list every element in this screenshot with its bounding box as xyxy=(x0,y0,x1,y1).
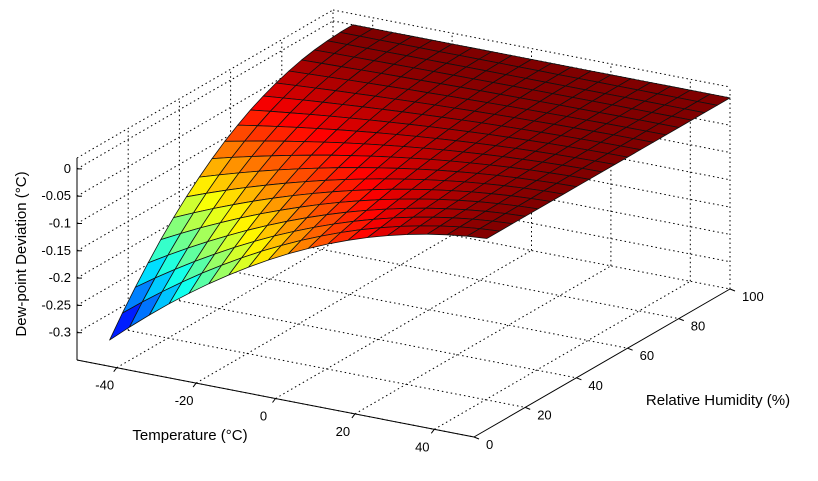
y-axis-line xyxy=(473,288,731,438)
x-tick-label: -40 xyxy=(95,378,114,393)
z-tick-label: -0.25 xyxy=(41,297,71,312)
z-tick-label: -0.3 xyxy=(49,325,71,340)
x-tick-label: 0 xyxy=(260,409,267,424)
y-tick xyxy=(627,347,633,351)
x-tick-label: -20 xyxy=(175,393,194,408)
x-tick xyxy=(351,413,356,419)
x-tick xyxy=(430,428,435,434)
floor-grid-line-humidity xyxy=(230,270,628,349)
y-tick-label: 40 xyxy=(588,378,602,393)
x-tick xyxy=(113,367,118,373)
surface-patch xyxy=(466,228,501,239)
y-tick xyxy=(473,436,480,440)
x-tick-label: 40 xyxy=(415,439,429,454)
surface-layer xyxy=(109,24,731,341)
y-tick-label: 100 xyxy=(742,289,764,304)
x-tick xyxy=(272,398,276,403)
axis-layer xyxy=(76,158,736,440)
z-tick-label: 0 xyxy=(64,161,71,176)
floor-grid-line-temperature xyxy=(275,250,532,399)
y-tick xyxy=(678,318,684,322)
y-tick xyxy=(576,377,582,381)
y-tick xyxy=(729,288,736,292)
z-axis-label: Dew-point Deviation (°C) xyxy=(13,171,30,336)
x-axis-label: Temperature (°C) xyxy=(132,427,247,444)
x-tick xyxy=(192,382,197,388)
z-tick-label: -0.1 xyxy=(49,216,71,231)
y-tick-label: 80 xyxy=(691,319,705,334)
z-tick-label: -0.05 xyxy=(41,188,71,203)
z-tick-label: -0.15 xyxy=(41,243,71,258)
z-tick-label: -0.2 xyxy=(49,270,71,285)
floor-grid-line-humidity xyxy=(281,241,679,320)
y-tick xyxy=(525,406,531,410)
y-axis-label: Relative Humidity (%) xyxy=(646,392,790,409)
y-tick-label: 60 xyxy=(640,348,654,363)
floor-grid-line-temperature xyxy=(354,265,612,415)
y-tick-label: 0 xyxy=(486,437,493,452)
tick-label-layer: -40 -20 0 20 40 0 20 40 60 80 100 0 -0.05 -0.1 -0.15 -0… xyxy=(41,161,763,454)
x-tick-label: 20 xyxy=(336,424,350,439)
y-tick-label: 20 xyxy=(537,407,551,422)
